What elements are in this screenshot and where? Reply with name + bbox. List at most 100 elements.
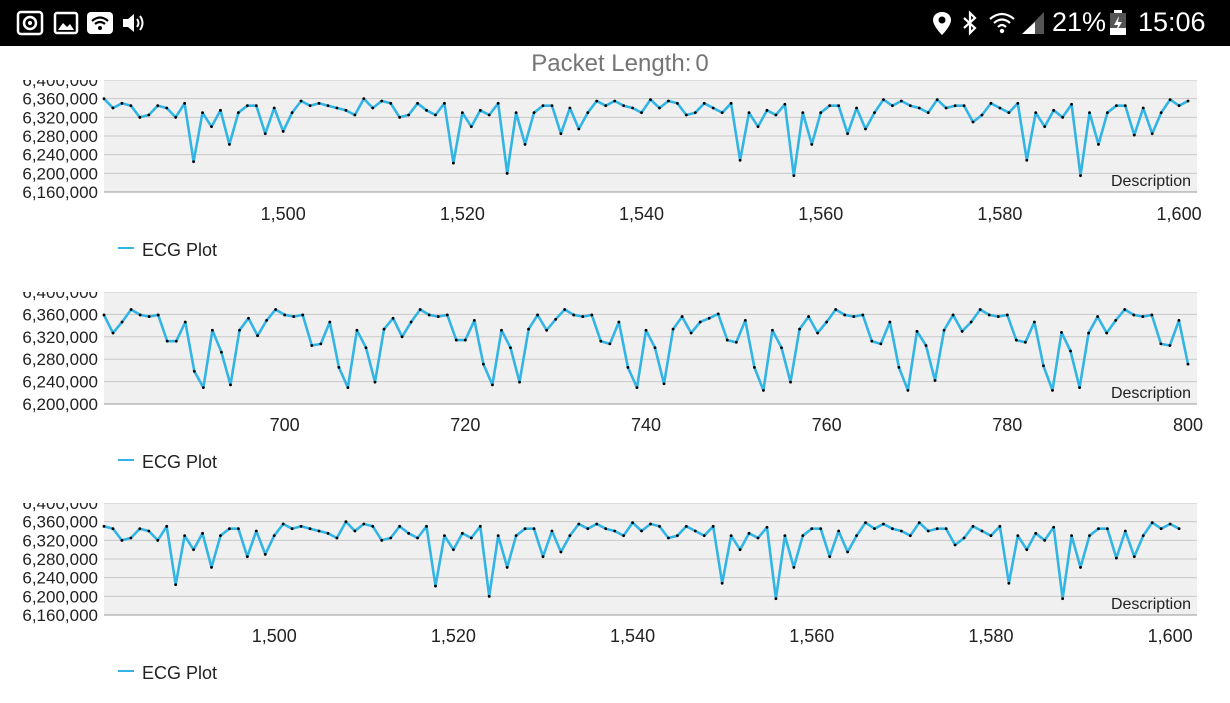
data-point	[263, 132, 267, 136]
data-point	[328, 320, 332, 324]
data-point	[111, 331, 115, 335]
data-point	[1005, 313, 1009, 317]
y-tick-label: 6,240,000	[22, 569, 98, 588]
data-point	[236, 111, 240, 115]
x-tick-label: 780	[992, 415, 1022, 435]
x-tick-label: 800	[1173, 415, 1203, 435]
data-point	[174, 583, 178, 587]
data-point	[496, 101, 500, 105]
data-point	[389, 536, 393, 540]
data-point	[436, 315, 440, 318]
data-point	[586, 527, 590, 531]
data-point	[344, 520, 348, 524]
data-point	[156, 313, 160, 317]
data-point	[951, 313, 955, 317]
data-point	[1150, 521, 1154, 524]
data-point	[245, 104, 249, 108]
data-point	[174, 115, 178, 119]
data-point	[752, 365, 756, 369]
data-point	[792, 566, 796, 569]
data-point	[915, 329, 919, 333]
chart-description: Description	[1111, 173, 1191, 190]
location-icon	[933, 12, 951, 35]
battery-percent: 21%	[1052, 7, 1107, 37]
x-tick-label: 1,580	[968, 626, 1013, 646]
data-point	[998, 106, 1002, 110]
data-point	[837, 104, 841, 108]
data-point	[416, 101, 419, 105]
data-point	[120, 320, 124, 324]
data-point	[380, 538, 384, 542]
y-tick-label: 6,200,000	[22, 395, 98, 414]
data-point	[514, 534, 518, 538]
data-point	[568, 106, 572, 110]
y-tick-label: 6,320,000	[22, 328, 98, 347]
data-point	[238, 328, 241, 332]
data-point	[944, 106, 948, 110]
data-point	[1016, 534, 1020, 538]
data-point	[245, 555, 249, 559]
data-point	[362, 97, 366, 101]
data-point	[389, 101, 393, 105]
y-tick-label: 6,320,000	[22, 108, 98, 127]
data-point	[649, 522, 652, 526]
data-point	[425, 108, 428, 112]
data-point	[272, 534, 276, 538]
data-point	[604, 527, 608, 531]
data-point	[640, 529, 643, 533]
wifi-signal-icon	[989, 12, 1015, 34]
data-point	[219, 534, 222, 538]
data-point	[317, 529, 321, 533]
data-point	[335, 536, 339, 540]
data-point	[1042, 364, 1045, 368]
data-point	[165, 524, 169, 528]
data-point	[846, 132, 849, 136]
data-point	[640, 111, 643, 115]
data-point	[1132, 313, 1136, 317]
legend-label: ECG Plot	[142, 240, 218, 260]
data-point	[353, 529, 357, 533]
data-point	[747, 531, 751, 535]
data-point	[1097, 527, 1100, 531]
data-point	[1141, 315, 1145, 318]
x-tick-label: 1,580	[977, 204, 1022, 224]
ecg-chart-1-plot: 6,400,0006,360,0006,320,0006,280,0006,24…	[22, 80, 1202, 224]
data-point	[801, 534, 805, 538]
data-point	[626, 365, 630, 369]
data-point	[613, 529, 617, 533]
y-tick-label: 6,160,000	[22, 606, 98, 625]
data-point	[684, 113, 688, 117]
data-point	[563, 308, 567, 311]
data-point	[855, 534, 858, 538]
data-point	[834, 308, 838, 311]
data-point	[716, 312, 720, 316]
y-tick-label: 6,360,000	[22, 305, 98, 324]
data-point	[210, 566, 213, 569]
data-point	[129, 104, 133, 108]
data-point	[1114, 319, 1118, 322]
data-point	[1023, 340, 1027, 344]
clock: 15:06	[1138, 7, 1206, 37]
data-point	[454, 338, 458, 342]
data-point	[335, 106, 339, 110]
data-point	[935, 527, 939, 531]
data-point	[129, 536, 133, 540]
data-point	[337, 365, 341, 369]
data-point	[899, 99, 903, 103]
data-point	[310, 344, 314, 347]
data-point	[971, 120, 975, 124]
data-point	[906, 388, 910, 392]
data-point	[1114, 104, 1118, 108]
data-point	[263, 552, 267, 556]
data-point	[962, 536, 966, 540]
data-point	[487, 594, 491, 598]
data-point	[662, 382, 666, 386]
data-point	[879, 342, 883, 346]
data-point	[1159, 342, 1163, 346]
data-point	[1132, 555, 1136, 559]
y-tick-label: 6,320,000	[22, 531, 98, 550]
data-point	[953, 543, 957, 547]
data-point	[870, 339, 874, 343]
data-point	[400, 335, 404, 339]
data-point	[407, 531, 411, 535]
